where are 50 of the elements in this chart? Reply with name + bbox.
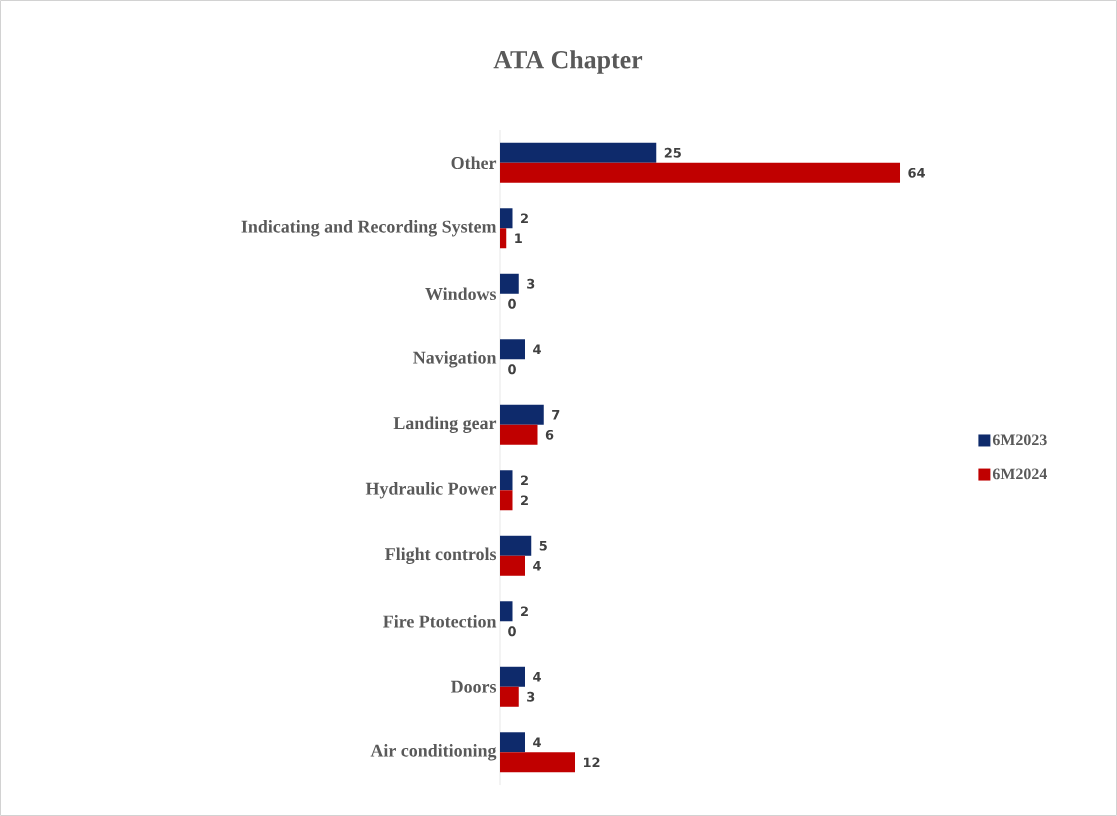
data-label: 25: [664, 147, 681, 158]
bar: [500, 686, 519, 707]
bar: [500, 601, 513, 622]
legend-label: 6M2024: [992, 468, 1047, 480]
y-tick-label: Navigation: [413, 351, 497, 368]
data-label: 1: [515, 233, 522, 243]
bar: [500, 555, 525, 576]
y-tick-label: Landing gear: [393, 416, 497, 433]
bar: [500, 490, 513, 511]
bar: [500, 142, 657, 163]
y-tick-label: Doors: [450, 680, 497, 693]
bar: [500, 228, 507, 249]
y-tick-label: Windows: [425, 287, 497, 301]
bar: [500, 339, 525, 360]
y-tick-label: Fire Ptotection: [383, 614, 497, 628]
bar: [500, 273, 519, 294]
bar: [500, 424, 538, 445]
bar: [500, 666, 525, 687]
data-label: 0: [508, 626, 516, 637]
legend-label: 6M2023: [992, 434, 1047, 446]
bar: [500, 208, 513, 229]
bar: [500, 162, 901, 183]
y-tick-label: Air conditioning: [370, 744, 497, 761]
data-label: 7: [552, 410, 560, 420]
bar: [500, 752, 575, 773]
data-label: 2: [521, 213, 528, 224]
data-label: 3: [527, 278, 535, 289]
bar: [500, 470, 513, 491]
bar: [500, 732, 525, 753]
data-label: 5: [539, 540, 547, 551]
bar: [500, 535, 532, 556]
y-tick-label: Indicating and Recording System: [241, 220, 497, 237]
data-label: 4: [533, 737, 541, 747]
data-label: 4: [533, 672, 541, 682]
data-label: 6: [545, 429, 554, 440]
bar: [500, 404, 544, 425]
y-tick-label: Flight controls: [385, 547, 497, 564]
data-label: 12: [583, 757, 600, 768]
data-label: 3: [527, 691, 535, 702]
data-label: 2: [521, 495, 528, 506]
data-label: 2: [521, 606, 528, 617]
y-tick-label: Other: [451, 156, 497, 170]
data-label: 0: [508, 364, 516, 375]
data-label: 4: [533, 344, 541, 354]
chart-title: ATA Chapter: [493, 50, 643, 74]
y-tick-label: Hydraulic Power: [365, 482, 497, 499]
data-label: 4: [533, 561, 541, 571]
data-label: 0: [508, 298, 516, 309]
data-label: 64: [908, 167, 925, 178]
data-label: 2: [521, 475, 528, 486]
